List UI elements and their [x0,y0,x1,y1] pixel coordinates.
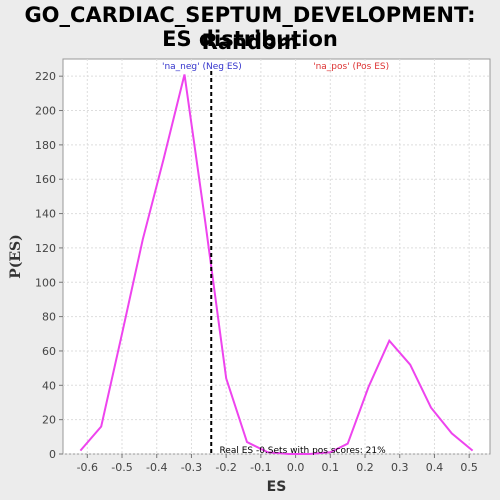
y-tick-label: 20 [42,414,56,427]
real-es-annotation: Real ES -0.Sets with pos scores: 21% [219,446,386,456]
x-tick-label: 0.3 [391,461,409,474]
x-tick-label: 0.1 [322,461,340,474]
chart-title-line-1: GO_CARDIAC_SEPTUM_DEVELOPMENT: Random [24,3,476,54]
y-tick-label: 60 [42,345,56,358]
x-tick-label: -0.3 [181,461,202,474]
y-tick-label: 200 [35,105,56,118]
x-tick-label: 0.2 [356,461,374,474]
x-tick-label: 0.0 [287,461,305,474]
x-tick-label: 0.4 [426,461,444,474]
x-tick-label: -0.1 [250,461,271,474]
pos-es-label: 'na_pos' (Pos ES) [313,62,389,72]
axis-ticks: -0.6 -0.5 -0.4 -0.3 -0.2 -0.1 0.0 0.1 0.2 0.3 0.4 0… [35,70,478,474]
y-tick-label: 80 [42,311,56,324]
x-tick-label: -0.6 [77,461,98,474]
y-axis-label: P(ES) [8,234,24,279]
x-tick-label: 0.5 [460,461,478,474]
y-tick-label: 40 [42,379,56,392]
neg-es-label: 'na_neg' (Neg ES) [162,62,242,72]
y-tick-label: 140 [35,208,56,221]
es-distribution-line [79,74,474,455]
x-tick-label: -0.5 [111,461,132,474]
y-tick-label: 180 [35,139,56,152]
y-tick-label: 0 [49,448,56,461]
x-tick-label: -0.4 [146,461,167,474]
y-tick-label: 160 [35,173,56,186]
chart-title-line-2: ES distribution [162,27,338,51]
plot-area [62,58,491,455]
grid-lines [63,59,490,455]
y-tick-label: 120 [35,242,56,255]
y-tick-label: 220 [35,70,56,83]
x-tick-label: -0.2 [215,461,236,474]
x-axis-label: ES [267,479,287,495]
y-tick-label: 100 [35,276,56,289]
